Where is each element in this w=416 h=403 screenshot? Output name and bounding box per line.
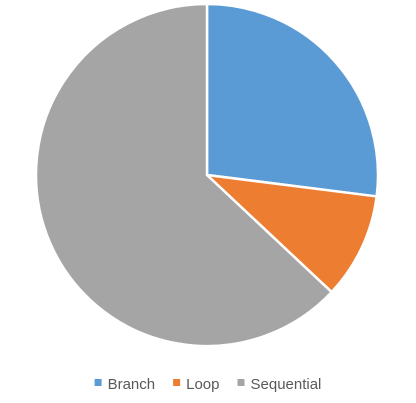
- pie-slices: [34, 2, 380, 348]
- legend-swatch-loop: [173, 379, 181, 386]
- legend-swatch-sequential: [237, 379, 245, 386]
- legend-label-sequential: Sequential: [251, 376, 322, 393]
- legend-item-branch: Branch: [94, 376, 156, 393]
- pie-slice-loop: [205, 173, 378, 294]
- legend-swatch-branch: [94, 379, 102, 386]
- legend: Branch Loop Sequential: [94, 376, 322, 393]
- legend-label-loop: Loop: [186, 376, 219, 393]
- pie-slice-branch: [205, 2, 380, 198]
- pie-slice-sequential: [34, 2, 333, 348]
- legend-item-loop: Loop: [173, 376, 220, 393]
- legend-item-sequential: Sequential: [237, 376, 322, 393]
- legend-label-branch: Branch: [108, 376, 156, 393]
